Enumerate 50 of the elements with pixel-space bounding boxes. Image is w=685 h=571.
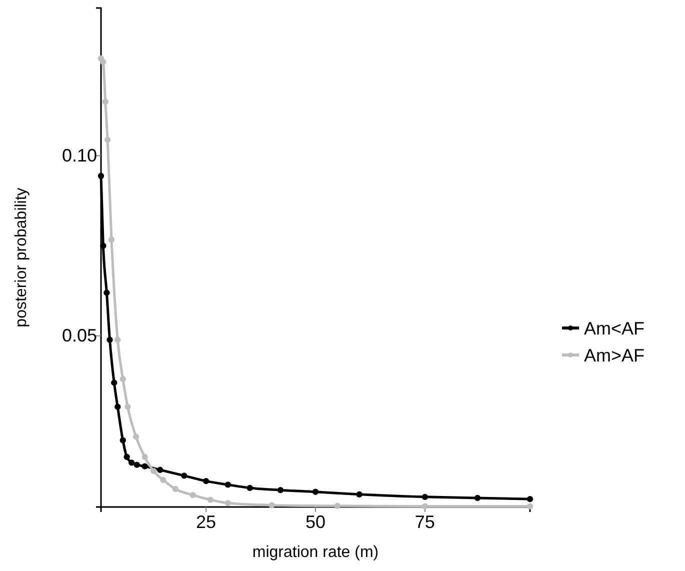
point [102,98,108,105]
point [120,376,126,382]
point [132,434,140,440]
legend-label: Am<AF [584,318,645,338]
point [526,496,534,502]
point [190,492,196,498]
point [142,454,148,460]
point [128,460,135,466]
point [181,472,188,479]
x-tick-label: 25 [196,512,216,532]
point [224,482,232,488]
point [268,502,275,508]
point [98,172,104,179]
point [202,478,210,484]
point [124,454,130,460]
point [160,476,166,484]
point [124,404,131,410]
point [111,380,118,386]
point [150,468,157,474]
x-axis-title: migration rate (m) [252,544,379,561]
point [104,290,110,296]
point [142,463,148,470]
point [106,336,113,343]
point [207,496,214,503]
point [334,502,340,510]
point [246,484,253,491]
point [172,486,179,492]
x-tick-label: 75 [414,512,435,532]
legend-label: Am>AF [584,345,645,366]
point [114,336,121,343]
y-tick-label: 0.05 [62,326,97,346]
point [108,236,115,243]
y-tick-label: 0.10 [62,145,97,166]
point [157,466,164,473]
x-tick-label: 50 [305,512,326,532]
point [422,494,428,500]
point [104,136,111,143]
point [100,58,106,66]
point [120,437,126,444]
y-axis-title: posterior probability [13,188,30,328]
point [100,242,106,249]
point [114,404,121,410]
point [312,488,319,495]
point [422,503,428,510]
point [277,486,284,494]
point [134,462,140,468]
point [474,494,481,502]
point [224,500,232,506]
point [526,503,534,510]
point [356,491,362,498]
